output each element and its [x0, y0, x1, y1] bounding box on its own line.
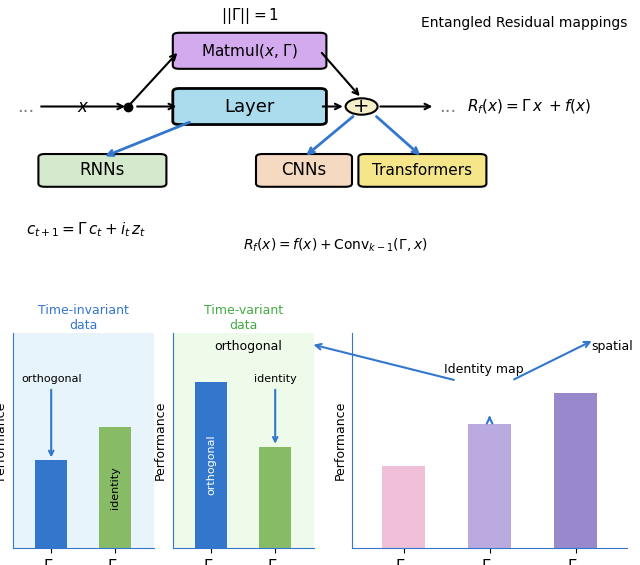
Text: spatial: spatial	[591, 340, 633, 353]
Y-axis label: Performance: Performance	[333, 401, 346, 480]
Text: orthogonal: orthogonal	[214, 340, 282, 353]
Bar	[195, 382, 227, 548]
Text: $c_{t+1} = \Gamma\, c_t + i_t\, z_t$: $c_{t+1} = \Gamma\, c_t + i_t\, z_t$	[26, 220, 146, 239]
Text: Transformers: Transformers	[372, 163, 472, 178]
Title: Time-variant
data: Time-variant data	[204, 304, 283, 332]
Text: $x$: $x$	[77, 98, 90, 115]
Text: $||\Gamma|| = 1$: $||\Gamma|| = 1$	[221, 6, 278, 26]
Text: orthogonal: orthogonal	[21, 374, 81, 455]
Bar	[35, 460, 67, 548]
Text: identity: identity	[254, 374, 296, 441]
FancyBboxPatch shape	[358, 154, 486, 187]
Text: Layer: Layer	[225, 98, 275, 115]
Text: orthogonal: orthogonal	[206, 435, 216, 496]
FancyBboxPatch shape	[256, 154, 352, 187]
Text: +: +	[353, 97, 370, 116]
Bar	[554, 393, 597, 548]
Text: $R_f(x) = f(x) + \mathrm{Conv}_{k-1}(\Gamma, x)$: $R_f(x) = f(x) + \mathrm{Conv}_{k-1}(\Ga…	[243, 237, 428, 254]
Y-axis label: Performance: Performance	[0, 401, 7, 480]
Text: $R_f(x) = \Gamma\, x\;+f(x)$: $R_f(x) = \Gamma\, x\;+f(x)$	[467, 97, 591, 116]
Text: identity: identity	[110, 466, 120, 509]
Bar	[259, 446, 291, 548]
Title: Time-invariant
data: Time-invariant data	[38, 304, 129, 332]
Bar	[99, 427, 131, 548]
Text: RNNs: RNNs	[80, 162, 125, 180]
Bar	[382, 467, 425, 548]
FancyBboxPatch shape	[38, 154, 166, 187]
Text: Entangled Residual mappings: Entangled Residual mappings	[421, 16, 627, 31]
Y-axis label: Performance: Performance	[154, 401, 167, 480]
Bar	[468, 424, 511, 548]
Text: Identity map: Identity map	[444, 363, 524, 376]
Text: CNNs: CNNs	[282, 162, 326, 180]
Text: Matmul($x$, $\Gamma$): Matmul($x$, $\Gamma$)	[201, 42, 298, 60]
Circle shape	[346, 98, 378, 115]
Text: ...: ...	[17, 98, 34, 115]
Text: ...: ...	[440, 98, 456, 115]
FancyBboxPatch shape	[173, 89, 326, 124]
FancyBboxPatch shape	[173, 33, 326, 69]
